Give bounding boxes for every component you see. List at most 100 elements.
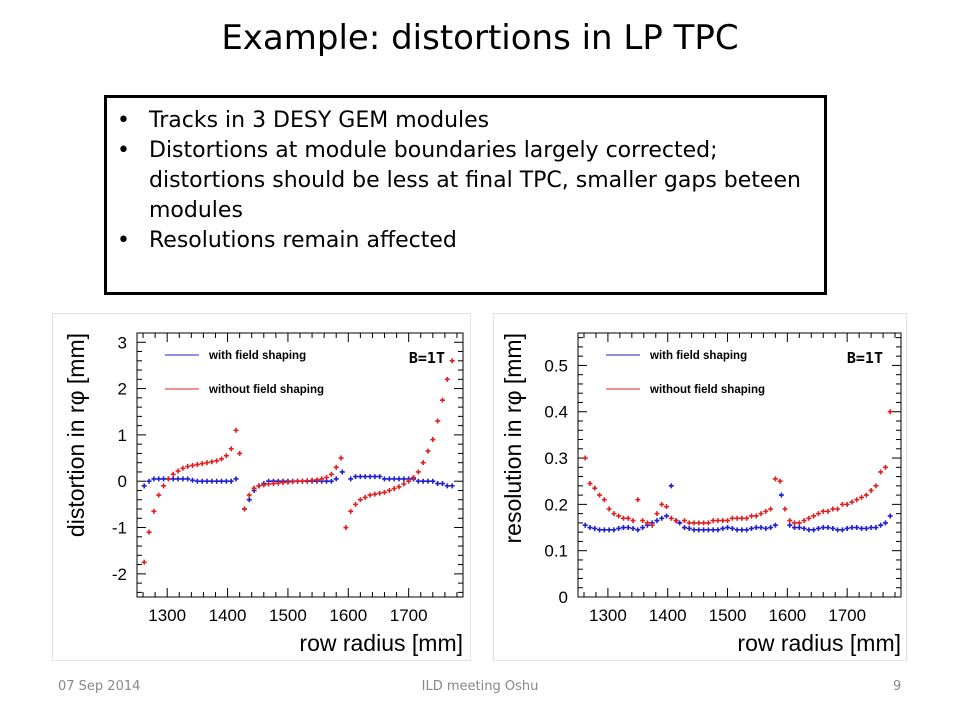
- y-tick-label: 0.2: [544, 495, 568, 514]
- data-point: [815, 511, 821, 517]
- data-point: [882, 520, 888, 526]
- slide-title: Example: distortions in LP TPC: [221, 18, 739, 58]
- data-point: [204, 460, 210, 466]
- data-point: [844, 501, 850, 507]
- data-point: [796, 520, 802, 526]
- data-point: [357, 474, 363, 480]
- data-point: [748, 513, 754, 519]
- data-point: [587, 525, 593, 531]
- data-point: [768, 525, 774, 531]
- data-point: [214, 458, 220, 464]
- data-point: [170, 476, 176, 482]
- data-point: [796, 525, 802, 531]
- data-point: [705, 520, 711, 526]
- data-point: [151, 508, 157, 514]
- data-point: [715, 527, 721, 533]
- data-point: [367, 474, 373, 480]
- footer-page-number: 9: [893, 679, 902, 694]
- data-point: [180, 465, 186, 471]
- data-point: [763, 508, 769, 514]
- data-point: [681, 525, 687, 531]
- data-point: [175, 468, 181, 474]
- data-point: [611, 527, 617, 533]
- data-point: [792, 520, 798, 526]
- y-axis-title: resolution in rφ [mm]: [500, 333, 526, 543]
- data-point: [739, 527, 745, 533]
- data-point: [654, 511, 660, 517]
- data-point: [868, 487, 874, 493]
- field-annotation: B=1T: [409, 349, 445, 367]
- data-point: [396, 476, 402, 482]
- legend-label: without field shaping: [649, 384, 765, 396]
- data-point: [635, 527, 641, 533]
- data-point: [635, 497, 641, 503]
- data-point: [673, 518, 679, 524]
- data-point: [592, 485, 598, 491]
- data-point: [275, 480, 281, 486]
- x-tick-label: 1300: [148, 606, 186, 625]
- data-point: [744, 515, 750, 521]
- data-point: [720, 525, 726, 531]
- data-point: [338, 455, 344, 461]
- data-point: [616, 525, 622, 531]
- data-point: [372, 474, 378, 480]
- data-point: [681, 518, 687, 524]
- data-point: [734, 527, 740, 533]
- data-point: [616, 513, 622, 519]
- data-point: [753, 525, 759, 531]
- data-point: [597, 527, 603, 533]
- data-point: [246, 497, 252, 503]
- data-point: [725, 525, 731, 531]
- data-point: [873, 483, 879, 489]
- data-point: [830, 525, 836, 531]
- data-point: [209, 459, 215, 465]
- data-point: [668, 515, 674, 521]
- data-point: [199, 461, 205, 467]
- data-point: [825, 508, 831, 514]
- data-point: [319, 476, 325, 482]
- data-point: [362, 494, 368, 500]
- data-point: [401, 481, 407, 487]
- data-point: [758, 511, 764, 517]
- data-point: [649, 522, 655, 528]
- y-tick-label: -2: [112, 565, 127, 584]
- data-point: [382, 489, 388, 495]
- data-point: [668, 483, 674, 489]
- data-point: [328, 471, 334, 477]
- data-point: [165, 476, 171, 482]
- data-point: [391, 486, 397, 492]
- data-point: [219, 456, 225, 462]
- data-point: [691, 527, 697, 533]
- data-point: [873, 525, 879, 531]
- data-point: [439, 397, 445, 403]
- data-point: [729, 515, 735, 521]
- data-point: [820, 525, 826, 531]
- data-point: [353, 474, 359, 480]
- data-point: [425, 478, 431, 484]
- data-point: [835, 527, 841, 533]
- y-tick-label: 0.1: [544, 542, 568, 561]
- y-tick-label: 1: [118, 426, 127, 445]
- data-point: [835, 506, 841, 512]
- data-point: [729, 525, 735, 531]
- y-tick-label: 3: [118, 333, 127, 352]
- y-tick-label: 0.5: [544, 356, 568, 375]
- data-point: [194, 478, 200, 484]
- data-point: [214, 478, 220, 484]
- data-point: [430, 478, 436, 484]
- series-group: [141, 358, 455, 565]
- data-point: [677, 520, 683, 526]
- data-point: [324, 475, 330, 481]
- data-point: [739, 515, 745, 521]
- data-point: [348, 476, 354, 482]
- data-point: [811, 513, 817, 519]
- x-tick-label: 1600: [329, 606, 367, 625]
- data-point: [659, 501, 665, 507]
- data-point: [792, 525, 798, 531]
- data-point: [295, 478, 301, 484]
- data-point: [237, 450, 243, 456]
- data-point: [146, 529, 152, 535]
- y-tick-label: 0.4: [544, 403, 568, 422]
- data-point: [246, 492, 252, 498]
- data-point: [223, 478, 229, 484]
